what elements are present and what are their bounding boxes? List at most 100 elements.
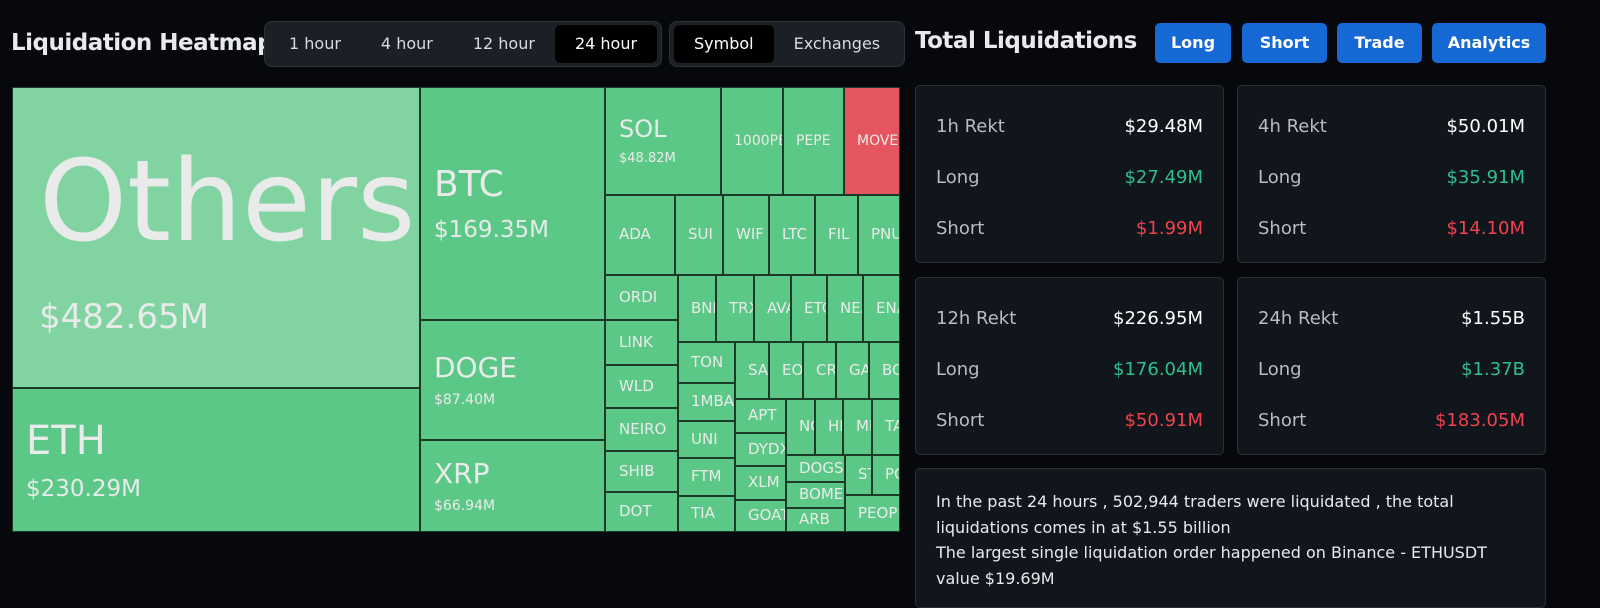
- tab[interactable]: 4 hour: [380, 34, 433, 53]
- cell-label: MOVE: [857, 132, 899, 149]
- treemap-cell[interactable]: ADA: [605, 195, 675, 275]
- treemap-cell[interactable]: FTM: [678, 458, 735, 496]
- treemap-cell[interactable]: SA: [735, 342, 769, 399]
- treemap-cell[interactable]: DOT: [605, 492, 678, 532]
- treemap-cell[interactable]: NEA: [827, 275, 863, 342]
- treemap-cell[interactable]: PEOPL: [845, 495, 900, 532]
- cell-label: BTC: [434, 164, 504, 206]
- button[interactable]: Analytics: [1432, 23, 1546, 63]
- treemap-cell[interactable]: DOGS: [786, 455, 845, 482]
- treemap-cell[interactable]: MOVE: [844, 87, 900, 195]
- treemap-cell[interactable]: LTC: [769, 195, 815, 275]
- treemap-cell[interactable]: TRX: [716, 275, 754, 342]
- row-label: Short: [1258, 410, 1307, 431]
- treemap-cell[interactable]: SOL $48.82M: [605, 87, 721, 195]
- card-header: 24h Rekt $1.55B: [1258, 296, 1525, 347]
- treemap-cell[interactable]: SHIB: [605, 451, 678, 492]
- card-total: $226.95M: [1113, 308, 1203, 329]
- treemap-cell[interactable]: AVA: [754, 275, 791, 342]
- treemap-cell[interactable]: EO: [769, 342, 803, 399]
- row-label: Short: [1258, 218, 1307, 239]
- row-value: $35.91M: [1446, 167, 1525, 188]
- row-label: Short: [936, 218, 985, 239]
- treemap-cell[interactable]: XLM: [735, 466, 786, 500]
- treemap-cell[interactable]: GA: [836, 342, 869, 399]
- treemap-cell[interactable]: PNU: [858, 195, 900, 275]
- treemap-cell[interactable]: NEIRO: [605, 408, 678, 451]
- stat-card: 12h Rekt $226.95M Long $176.04M Short $50.91M: [915, 277, 1224, 455]
- group-tabs: Symbol Exchanges: [669, 21, 906, 67]
- cell-label: TRX: [729, 298, 753, 317]
- cell-label: NEA: [840, 298, 862, 317]
- tab[interactable]: 1 hour: [289, 34, 341, 53]
- cell-label: DOT: [619, 502, 652, 521]
- row-label: Long: [1258, 167, 1302, 188]
- treemap-cell[interactable]: NO: [786, 399, 815, 455]
- time-tabs: 1 hour 4 hour 12 hour 24 hour: [264, 21, 663, 67]
- card-total: $50.01M: [1446, 116, 1525, 137]
- treemap-cell[interactable]: ETC: [791, 275, 827, 342]
- treemap-cell[interactable]: TA: [872, 399, 900, 455]
- treemap-cell[interactable]: 1MBAI: [678, 383, 735, 421]
- cell-label: BNB: [691, 298, 715, 317]
- treemap-cell[interactable]: PO: [872, 455, 900, 495]
- treemap-cell[interactable]: TON: [678, 342, 735, 383]
- treemap-cell[interactable]: ORDI: [605, 275, 678, 320]
- card-row: Short $1.99M: [936, 206, 1203, 257]
- treemap-cell[interactable]: DYDX: [735, 433, 786, 466]
- row-label: Long: [1258, 359, 1302, 380]
- tab[interactable]: Symbol: [674, 25, 774, 63]
- cell-label: NEIRO: [619, 419, 667, 438]
- treemap-cell[interactable]: MI: [843, 399, 872, 455]
- summary-line: The largest single liquidation order hap…: [936, 543, 1487, 588]
- treemap-cell[interactable]: ENA: [863, 275, 900, 342]
- treemap-cell[interactable]: ARB: [786, 508, 845, 532]
- cell-label: TA: [885, 417, 899, 436]
- row-value: $183.05M: [1435, 410, 1525, 431]
- cell-value: $87.40M: [434, 391, 496, 408]
- treemap-cell[interactable]: WLD: [605, 365, 678, 408]
- cell-value: $48.82M: [619, 150, 676, 166]
- treemap-cell[interactable]: BTC $169.35M: [420, 87, 605, 320]
- treemap-cell[interactable]: PEPE: [783, 87, 844, 195]
- cell-label: DOGS: [799, 458, 844, 477]
- treemap-cell[interactable]: HB: [815, 399, 843, 455]
- row-value: $176.04M: [1113, 359, 1203, 380]
- cell-label: ARB: [799, 510, 830, 529]
- button[interactable]: Long: [1155, 23, 1231, 63]
- treemap-cell[interactable]: CR: [803, 342, 836, 399]
- treemap-cell[interactable]: UNI: [678, 421, 735, 458]
- treemap-cell[interactable]: SUI: [675, 195, 723, 275]
- tab[interactable]: 12 hour: [472, 34, 535, 53]
- treemap-cell[interactable]: BO: [869, 342, 900, 399]
- tab[interactable]: Exchanges: [793, 34, 881, 53]
- cell-label: SOL: [619, 115, 667, 144]
- treemap-cell[interactable]: BOME: [786, 482, 845, 508]
- card-row: Short $14.10M: [1258, 206, 1525, 257]
- tab[interactable]: 24 hour: [554, 25, 658, 63]
- treemap-cell[interactable]: APT: [735, 399, 786, 433]
- treemap-cell[interactable]: DOGE $87.40M: [420, 320, 605, 440]
- cell-label: APT: [748, 406, 777, 425]
- panel-title: Total Liquidations: [915, 28, 1137, 54]
- card-title: 24h Rekt: [1258, 308, 1339, 329]
- button[interactable]: Short: [1242, 23, 1327, 63]
- treemap-cell[interactable]: ETH $230.29M: [12, 388, 420, 532]
- treemap-cell[interactable]: 1000PE: [721, 87, 783, 195]
- treemap-cell[interactable]: LINK: [605, 320, 678, 365]
- button[interactable]: Trade: [1337, 23, 1422, 63]
- cell-label: NO: [799, 417, 814, 436]
- cell-value: $66.94M: [434, 497, 496, 514]
- treemap-cell[interactable]: Others $482.65M: [12, 87, 420, 388]
- cell-label: TIA: [691, 504, 715, 523]
- treemap-cell[interactable]: TIA: [678, 496, 735, 532]
- treemap-cell[interactable]: FIL: [815, 195, 858, 275]
- treemap-cell[interactable]: WIF: [723, 195, 769, 275]
- stat-card: 1h Rekt $29.48M Long $27.49M Short $1.99M: [915, 85, 1224, 263]
- row-label: Short: [936, 410, 985, 431]
- treemap-cell[interactable]: BNB: [678, 275, 716, 342]
- treemap-cell[interactable]: GOAT: [735, 500, 786, 532]
- treemap-cell[interactable]: ST: [845, 455, 872, 495]
- treemap-cell[interactable]: XRP $66.94M: [420, 440, 605, 532]
- page: Liquidation Heatmap 1 hour 4 hour 12 hour 2…: [11, 21, 1546, 608]
